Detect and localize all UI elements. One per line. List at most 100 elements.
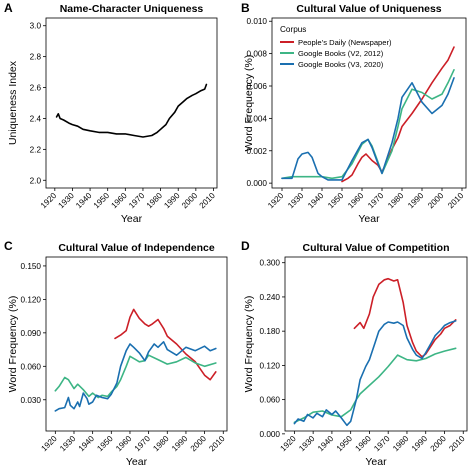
legend-title: Corpus [280,25,306,34]
y-tick-label: 0.002 [247,147,268,156]
x-tick-label: 1950 [92,191,112,211]
x-tick-label: 1950 [335,434,355,454]
y-tick-label: 2.2 [30,145,42,154]
chart-title: Cultural Value of Competition [302,242,449,254]
panel-label: A [4,1,13,15]
y-tick-label: 2.8 [30,53,42,62]
x-tick-label: 1930 [57,191,77,211]
y-tick-label: 0.000 [247,179,268,188]
x-axis-label: Year [126,456,148,467]
y-axis-label: Word Frequency (%) [243,296,255,393]
x-tick-label: 1940 [316,434,336,454]
x-tick-label: 1920 [39,434,59,454]
x-tick-label: 1950 [95,434,115,454]
x-tick-label: 1990 [406,191,426,211]
y-tick-label: 0.150 [21,262,42,271]
y-tick-label: 0.008 [247,50,268,59]
chart-title: Cultural Value of Independence [58,242,215,254]
chart-title: Cultural Value of Uniqueness [296,3,441,15]
plot-frame [45,256,228,432]
series-line-google-1 [293,347,457,424]
legend: Corpus People’s Daily (Newspaper) Google B… [280,25,392,69]
series-line-peoples-0 [353,277,457,358]
series-line-google-2 [54,341,217,412]
y-tick-label: 0.090 [21,329,42,338]
x-axis-label: Year [358,213,380,225]
x-tick-label: 1980 [145,191,165,211]
y-tick-label: 0.010 [247,17,268,26]
x-tick-label: 1960 [109,191,129,211]
series-line-google-2 [281,77,455,181]
x-tick-label: 1960 [346,191,366,211]
x-axis-label: Year [121,213,143,225]
y-axis-label: Uniqueness Index [7,60,19,145]
y-axis-label: Word Frequency (%) [7,296,19,393]
x-tick-label: 1990 [162,191,182,211]
chart-title: Name-Character Uniqueness [60,3,204,15]
x-tick-label: 1960 [114,434,134,454]
plot-frame [284,256,468,432]
x-tick-label: 2010 [207,434,227,454]
y-tick-label: 0.300 [260,259,281,268]
y-tick-label: 0.060 [21,362,42,371]
x-tick-label: 2000 [189,434,209,454]
x-tick-label: 2000 [429,434,449,454]
y-tick-label: 3.0 [30,22,42,31]
x-tick-label: 1970 [366,191,386,211]
y-tick-label: 0.180 [260,327,281,336]
panel-b: B Cultural Value of Uniqueness 1920 1930 194… [241,1,467,225]
x-tick-label: 1970 [372,434,392,454]
x-tick-label: 1930 [58,434,78,454]
x-tick-label: 2000 [426,191,446,211]
x-tick-label: 1980 [391,434,411,454]
y-tick-label: 0.060 [260,396,281,405]
x-tick-label: 1990 [170,434,190,454]
x-tick-label: 1970 [133,434,153,454]
y-tick-label: 2.0 [30,176,42,185]
x-tick-label: 2010 [446,191,466,211]
x-tick-label: 1970 [127,191,147,211]
x-tick-label: 2010 [447,434,467,454]
series-line-google-1 [281,69,455,180]
y-tick-label: 0.120 [21,295,42,304]
y-tick-label: 0.004 [247,114,268,123]
x-tick-label: 2000 [180,191,200,211]
y-tick-label: 0.006 [247,82,268,91]
y-tick-label: 0.120 [260,361,281,370]
series-line [55,83,208,138]
x-tick-label: 1980 [386,191,406,211]
legend-entry: Google Books (V3, 2020) [298,60,384,69]
series-line-google-2 [293,320,457,427]
y-tick-label: 0.240 [260,293,281,302]
x-tick-label: 1930 [297,434,317,454]
y-tick-label: 2.4 [30,114,42,123]
panel-a: A Name-Character Uniqueness19201930194019… [4,1,218,225]
x-tick-label: 1920 [266,191,286,211]
x-tick-label: 1940 [74,191,94,211]
y-tick-label: 0.030 [21,396,42,405]
y-tick-label: 2.6 [30,84,42,93]
x-tick-label: 1990 [410,434,430,454]
panel-label: C [4,239,13,253]
x-tick-label: 1980 [151,434,171,454]
x-tick-label: 1920 [279,434,299,454]
x-tick-label: 1940 [306,191,326,211]
panel-label: D [241,239,250,253]
x-tick-label: 1960 [354,434,374,454]
x-tick-label: 1930 [286,191,306,211]
x-tick-label: 1950 [326,191,346,211]
y-tick-label: 0.000 [260,430,281,439]
plot-frame [271,17,467,189]
series-line-google-1 [54,354,217,399]
legend-entry: Google Books (V2, 2012) [298,49,384,58]
plot-frame [45,17,218,189]
y-axis-label: Word Frequency (%) [243,55,255,152]
x-axis-label: Year [365,456,387,467]
x-tick-label: 1940 [77,434,97,454]
x-tick-label: 2010 [198,191,218,211]
legend-entry: People’s Daily (Newspaper) [298,38,392,47]
x-tick-label: 1920 [39,191,59,211]
